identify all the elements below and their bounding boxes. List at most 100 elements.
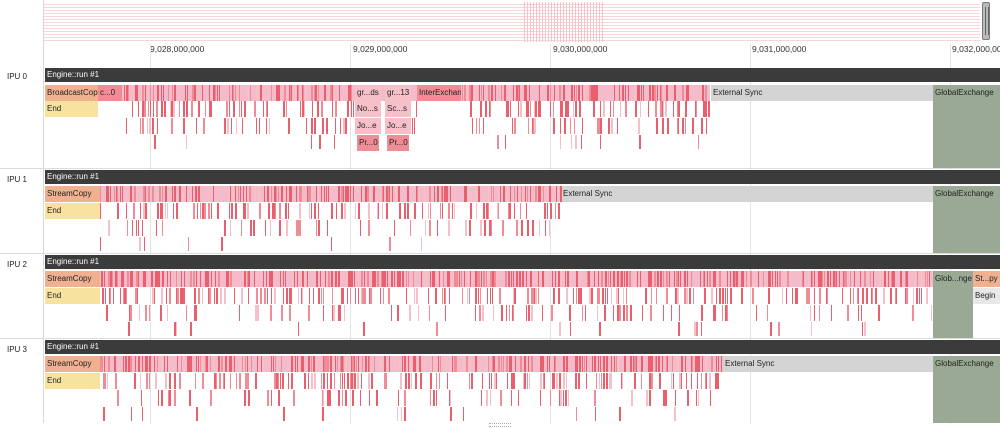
- op-block[interactable]: gr...13: [385, 85, 411, 101]
- trace-mark: [267, 288, 268, 304]
- trace-mark: [721, 356, 722, 372]
- trace-mark: [709, 271, 711, 287]
- trace-mark: [286, 186, 287, 202]
- op-block[interactable]: InterExchange: [417, 85, 461, 101]
- global-exchange-block[interactable]: GlobalExchange: [933, 85, 1000, 168]
- op-block[interactable]: c...0: [98, 85, 122, 101]
- external-sync-block[interactable]: External Sync: [561, 186, 933, 202]
- global-exchange-block[interactable]: Glob...nge: [933, 271, 973, 338]
- trace-mark: [152, 288, 154, 304]
- trace-mark: [239, 305, 240, 321]
- trace-mark: [326, 118, 328, 134]
- trace-mark: [256, 85, 258, 101]
- end-block[interactable]: End: [45, 203, 100, 219]
- trace-mark: [239, 356, 240, 372]
- trace-mark: [316, 186, 317, 202]
- op-block[interactable]: gr...ds: [355, 85, 381, 101]
- global-exchange-block[interactable]: GlobalExchange: [933, 356, 1000, 423]
- trace-mark: [764, 271, 765, 287]
- trace-mark: [167, 305, 168, 321]
- trace-mark: [448, 220, 450, 236]
- trace-mark: [122, 186, 123, 202]
- end-block[interactable]: End: [45, 373, 100, 389]
- engine-run-bar[interactable]: Engine::run #1: [45, 340, 1000, 354]
- resize-grip[interactable]: [489, 423, 511, 427]
- trace-mark: [415, 373, 417, 389]
- trace-mark: [550, 85, 551, 101]
- time-ruler: 9,028,000,000 9,029,000,000 9,030,000,00…: [0, 44, 1000, 67]
- tick-label: 9,028,000,000: [150, 44, 205, 54]
- op-block[interactable]: Jo...e: [355, 118, 381, 134]
- op-block[interactable]: No...s: [355, 101, 381, 117]
- trace-mark: [181, 288, 183, 304]
- trace-mark: [814, 288, 815, 304]
- minimap-track[interactable]: [44, 0, 1000, 44]
- minimap-line: [44, 4, 980, 5]
- trace-mark: [496, 271, 497, 287]
- trace-mark: [844, 271, 846, 287]
- trace-mark: [600, 118, 602, 134]
- trace-mark: [611, 356, 612, 372]
- trace-mark: [157, 186, 158, 202]
- stream-copy-block[interactable]: StreamCopy: [45, 356, 100, 372]
- stream-copy-block[interactable]: St...py: [973, 271, 1000, 287]
- trace-mark: [399, 203, 401, 219]
- engine-run-bar[interactable]: Engine::run #1: [45, 170, 1000, 184]
- trace-mark: [412, 118, 413, 134]
- op-block[interactable]: Pr...0: [387, 135, 409, 151]
- trace-mark: [812, 271, 813, 287]
- trace-mark: [815, 271, 816, 287]
- trace-mark: [611, 288, 612, 304]
- stream-copy-block[interactable]: StreamCopy: [45, 271, 100, 287]
- trace-mark: [342, 288, 344, 304]
- op-block[interactable]: Pr...0: [357, 135, 379, 151]
- stream-copy-block[interactable]: StreamCopy: [45, 186, 100, 202]
- op-block[interactable]: Sc...s: [385, 101, 411, 117]
- op-block[interactable]: Jo...e: [385, 118, 411, 134]
- trace-mark: [259, 118, 260, 134]
- trace-mark: [257, 356, 258, 372]
- trace-mark: [190, 271, 192, 287]
- end-block[interactable]: End: [45, 288, 100, 304]
- minimap-range-handle[interactable]: [982, 2, 990, 40]
- trace-mark: [107, 373, 108, 389]
- trace-mark: [373, 271, 375, 287]
- trace-mark: [180, 186, 181, 202]
- trace-mark: [289, 305, 291, 321]
- trace-mark: [196, 118, 197, 134]
- trace-mark: [437, 186, 439, 202]
- trace-mark: [263, 271, 264, 287]
- trace-mark: [260, 288, 262, 304]
- trace-mark: [159, 186, 161, 202]
- trace-mark: [506, 356, 508, 372]
- engine-run-bar[interactable]: Engine::run #1: [45, 255, 1000, 269]
- trace-mark: [905, 288, 906, 304]
- external-sync-block[interactable]: External Sync: [723, 356, 933, 372]
- begin-block[interactable]: Begin: [973, 288, 1000, 304]
- trace-mark: [100, 237, 101, 251]
- trace-mark: [614, 356, 615, 372]
- trace-mark: [560, 118, 561, 134]
- trace-mark: [860, 271, 861, 287]
- global-exchange-block[interactable]: GlobalExchange: [933, 186, 1000, 253]
- trace-mark: [493, 186, 494, 202]
- trace-mark: [301, 288, 302, 304]
- end-block[interactable]: End: [45, 101, 98, 117]
- external-sync-block[interactable]: External Sync: [711, 85, 933, 101]
- trace-mark: [132, 220, 133, 236]
- trace-mark: [156, 271, 158, 287]
- trace-mark: [516, 271, 518, 287]
- broadcast-copy-block[interactable]: BroadcastCopy: [45, 85, 98, 101]
- trace-mark: [383, 288, 384, 304]
- trace-mark: [368, 203, 370, 219]
- trace-mark: [476, 203, 477, 219]
- trace-mark: [402, 356, 403, 372]
- engine-run-bar[interactable]: Engine::run #1: [45, 68, 1000, 82]
- overview-minimap[interactable]: [0, 0, 1000, 44]
- trace-mark: [361, 271, 363, 287]
- trace-mark: [451, 271, 453, 287]
- trace-mark: [229, 356, 231, 372]
- trace-mark: [149, 373, 150, 389]
- trace-mark: [195, 186, 197, 202]
- trace-mark: [722, 271, 724, 287]
